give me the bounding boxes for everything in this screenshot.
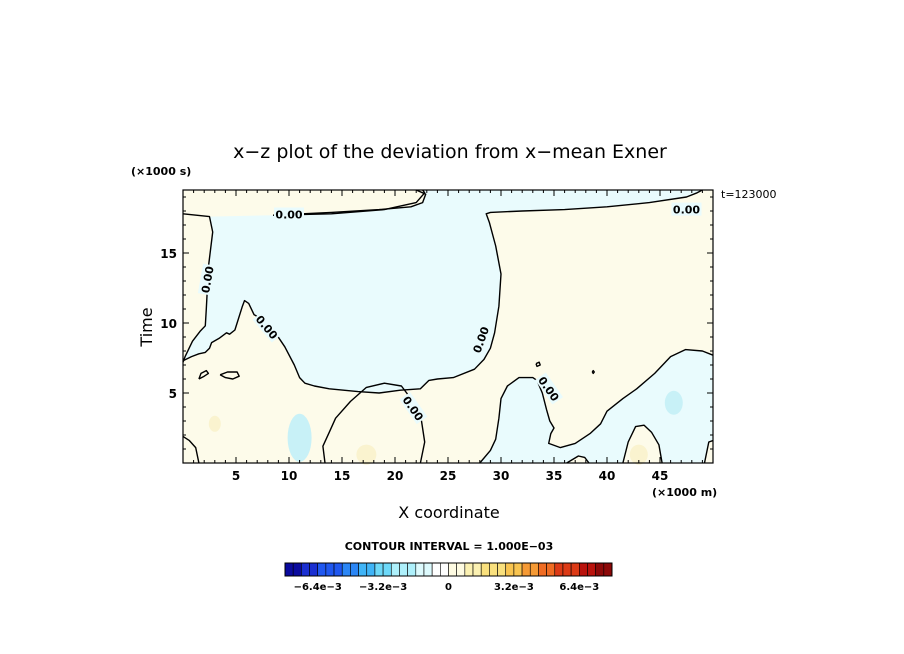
- zero-contour-line: [479, 348, 714, 464]
- strong-negative-blob: [287, 413, 312, 462]
- colorbar-segment: [603, 562, 613, 577]
- strong-positive-blob: [356, 444, 377, 465]
- y-tick-label: 15: [160, 247, 177, 261]
- contour-label-bg: [469, 323, 492, 356]
- contour-interval-text: CONTOUR INTERVAL = 1.000E−03: [345, 540, 554, 553]
- colorbar-segment: [399, 562, 408, 577]
- x-tick-label: 35: [546, 469, 563, 483]
- colorbar: −6.4e−3 −3.2e−3 0 3.2e−3 6.4e−3: [284, 562, 613, 593]
- colorbar-segment: [358, 562, 368, 577]
- colorbar-segment: [292, 562, 302, 577]
- colorbar-segment: [390, 562, 400, 577]
- colorbar-segment: [325, 562, 335, 577]
- negative-region: [183, 190, 713, 393]
- colorbar-segment: [464, 562, 474, 577]
- contour-label-bg: [197, 263, 216, 296]
- colorbar-segment: [595, 562, 605, 577]
- colorbar-segment: [317, 562, 327, 577]
- contour-label-bg: [535, 372, 564, 405]
- zero-contour-line: [566, 455, 590, 464]
- strong-positive-blob: [208, 415, 221, 432]
- colorbar-segment: [513, 562, 523, 577]
- negative-region-lower-right: [479, 349, 713, 463]
- zero-contour-line: [182, 189, 703, 394]
- colorbar-segment: [570, 562, 580, 577]
- colorbar-segment: [333, 562, 343, 577]
- y-axis-label: Time: [137, 307, 156, 347]
- colorbar-segment: [529, 562, 539, 577]
- contour-label: 0.00: [199, 265, 217, 294]
- colorbar-segment: [538, 562, 547, 577]
- chart-title: x−z plot of the deviation from x−mean Ex…: [233, 141, 667, 163]
- colorbar-segment: [382, 562, 392, 577]
- colorbar-segment: [578, 562, 588, 577]
- colorbar-segment: [448, 562, 457, 577]
- colorbar-segment: [554, 562, 564, 577]
- colorbar-segment: [284, 562, 294, 577]
- contour-label-bg: [671, 202, 702, 216]
- x-axis-label: X coordinate: [398, 503, 499, 522]
- colorbar-segment: [415, 562, 425, 577]
- colorbar-segment: [366, 562, 376, 577]
- colorbar-segment: [407, 562, 417, 577]
- y-tick-label: 10: [160, 317, 177, 331]
- x-tick-label: 20: [387, 469, 404, 483]
- x-unit-label: (×1000 m): [652, 486, 717, 499]
- colorbar-tick-label: 3.2e−3: [494, 582, 534, 593]
- colorbar-segment: [309, 562, 318, 577]
- contour-label-bg: [252, 311, 282, 343]
- colorbar-segment: [341, 562, 351, 577]
- x-tick-label: 40: [599, 469, 616, 483]
- contour-label: 0.00: [275, 209, 302, 222]
- zero-contour-line: [322, 382, 426, 464]
- colorbar-segment: [480, 562, 490, 577]
- zero-contour-line: [622, 424, 663, 464]
- zero-contour-line: [198, 369, 210, 380]
- zero-contour-line: [535, 361, 541, 368]
- colorbar-frame: [284, 562, 613, 577]
- zero-contour-line: [703, 439, 714, 464]
- x-tick-label: 45: [652, 469, 669, 483]
- colorbar-segment: [374, 562, 384, 577]
- contour-label-bg: [274, 207, 304, 221]
- zero-contour-line: [591, 369, 595, 375]
- zero-contour-line: [219, 371, 240, 380]
- zero-contour-line: [182, 213, 214, 363]
- strong-positive-blob: [629, 444, 648, 465]
- colorbar-tick-label: −6.4e−3: [294, 582, 342, 593]
- colorbar-segment: [505, 562, 515, 577]
- colorbar-segment: [587, 562, 596, 577]
- plot-area: 0.00 0.000.000.00 0.000.000.00 5 10 15 20 25 30…: [160, 189, 714, 483]
- colorbar-segment: [521, 562, 531, 577]
- contour-label-bg: [399, 392, 428, 425]
- strong-negative-blob: [664, 390, 683, 415]
- contour-label: 0.00: [673, 204, 700, 217]
- x-tick-label: 15: [334, 469, 351, 483]
- colorbar-segment: [456, 562, 466, 577]
- x-tick-label: 30: [493, 469, 510, 483]
- y-unit-label: (×1000 s): [131, 165, 191, 178]
- colorbar-segment: [423, 562, 433, 577]
- colorbar-segment: [301, 562, 310, 577]
- y-tick-label: 5: [169, 387, 177, 401]
- time-label: t=123000: [721, 188, 777, 201]
- zero-contour-line: [273, 189, 427, 216]
- colorbar-segment: [472, 562, 482, 577]
- colorbar-segment: [431, 562, 441, 577]
- x-tick-label: 25: [440, 469, 457, 483]
- colorbar-tick-label: 0: [445, 582, 452, 593]
- colorbar-segment: [546, 562, 556, 577]
- x-tick-label: 5: [232, 469, 240, 483]
- colorbar-segment: [489, 562, 498, 577]
- colorbar-tick-label: −3.2e−3: [359, 582, 407, 593]
- x-tick-label: 10: [281, 469, 298, 483]
- colorbar-segment: [497, 562, 507, 577]
- colorbar-segment: [440, 562, 449, 577]
- colorbar-segment: [350, 562, 359, 577]
- zero-contour-line: [273, 189, 426, 216]
- colorbar-segment: [562, 562, 572, 577]
- zero-contour-line: [182, 435, 200, 464]
- colorbar-tick-label: 6.4e−3: [559, 582, 599, 593]
